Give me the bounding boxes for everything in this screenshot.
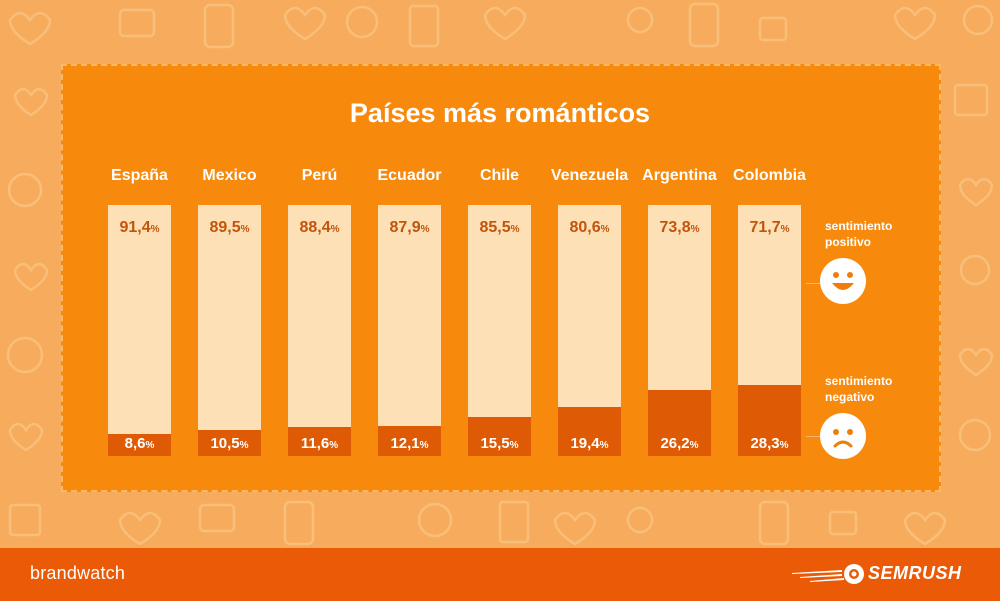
value-label-negative: 8,6%: [124, 435, 155, 452]
bar-positive: 88,4% 11,6%: [288, 205, 351, 456]
value-label-positive: 71,7%: [749, 219, 790, 236]
bar-positive: 71,7% 28,3%: [738, 205, 801, 456]
bar-negative: [468, 417, 531, 456]
bar-negative: [288, 426, 351, 456]
legend-negative-label: sentimiento negativo: [825, 373, 892, 405]
legend-negative-line2: negativo: [825, 390, 875, 404]
footer-bar: [0, 548, 1000, 601]
value-label-positive: 91,4%: [119, 219, 160, 236]
category-label: España: [111, 167, 168, 184]
legend-positive-label: sentimiento positivo: [825, 218, 892, 250]
legend-positive-tick: [806, 283, 820, 284]
bar-negative: [738, 384, 801, 456]
category-label: Argentina: [642, 167, 717, 184]
value-label-negative: 26,2%: [660, 435, 699, 452]
value-label-negative: 10,5%: [210, 435, 249, 452]
chart-title: Países más románticos: [349, 98, 651, 128]
legend-negative-tick: [806, 436, 820, 437]
value-label-negative: 15,5%: [480, 435, 519, 452]
category-label: Perú: [301, 167, 338, 184]
value-label-positive: 88,4%: [299, 219, 340, 236]
value-label-positive: 85,5%: [479, 219, 520, 236]
brandwatch-logo: brandwatch: [30, 563, 126, 583]
bar-negative: [198, 429, 261, 456]
value-label-positive: 87,9%: [389, 219, 430, 236]
value-label-positive: 73,8%: [659, 219, 700, 236]
value-label-positive: 80,6%: [569, 219, 610, 236]
bar-positive: 73,8% 26,2%: [648, 205, 711, 456]
value-label-negative: 11,6%: [300, 435, 339, 452]
background-icon-pattern: [6, 2, 994, 546]
value-label-positive: 89,5%: [209, 219, 250, 236]
bar-positive: 80,6% 19,4%: [558, 205, 621, 456]
category-label: Venezuela: [550, 167, 629, 184]
category-label: Ecuador: [377, 167, 442, 184]
bar-positive: 89,5% 10,5%: [198, 205, 261, 456]
category-label: Colombia: [733, 167, 806, 184]
value-label-negative: 28,3%: [750, 435, 789, 452]
legend-negative-line1: sentimiento: [825, 374, 893, 388]
legend-positive-line1: sentimiento: [825, 219, 893, 233]
bar-negative: [648, 390, 711, 456]
bar-positive: 85,5% 15,5%: [468, 205, 531, 456]
bar-negative: [108, 434, 171, 456]
bar-negative: [558, 407, 621, 456]
bar-negative: [378, 425, 441, 456]
sad-face-icon: [820, 413, 866, 459]
value-label-negative: 19,4%: [570, 435, 609, 452]
category-label: Mexico: [202, 167, 257, 184]
semrush-logo-icon: [792, 564, 864, 584]
legend-positive-line2: positivo: [825, 235, 872, 249]
value-label-negative: 12,1%: [390, 435, 429, 452]
category-label: Chile: [479, 167, 520, 184]
bar-positive: 87,9% 12,1%: [378, 205, 441, 456]
semrush-logo-text: SEMRUSH: [868, 563, 962, 583]
happy-face-icon: [820, 258, 866, 304]
bar-positive: 91,4% 8,6%: [108, 205, 171, 456]
